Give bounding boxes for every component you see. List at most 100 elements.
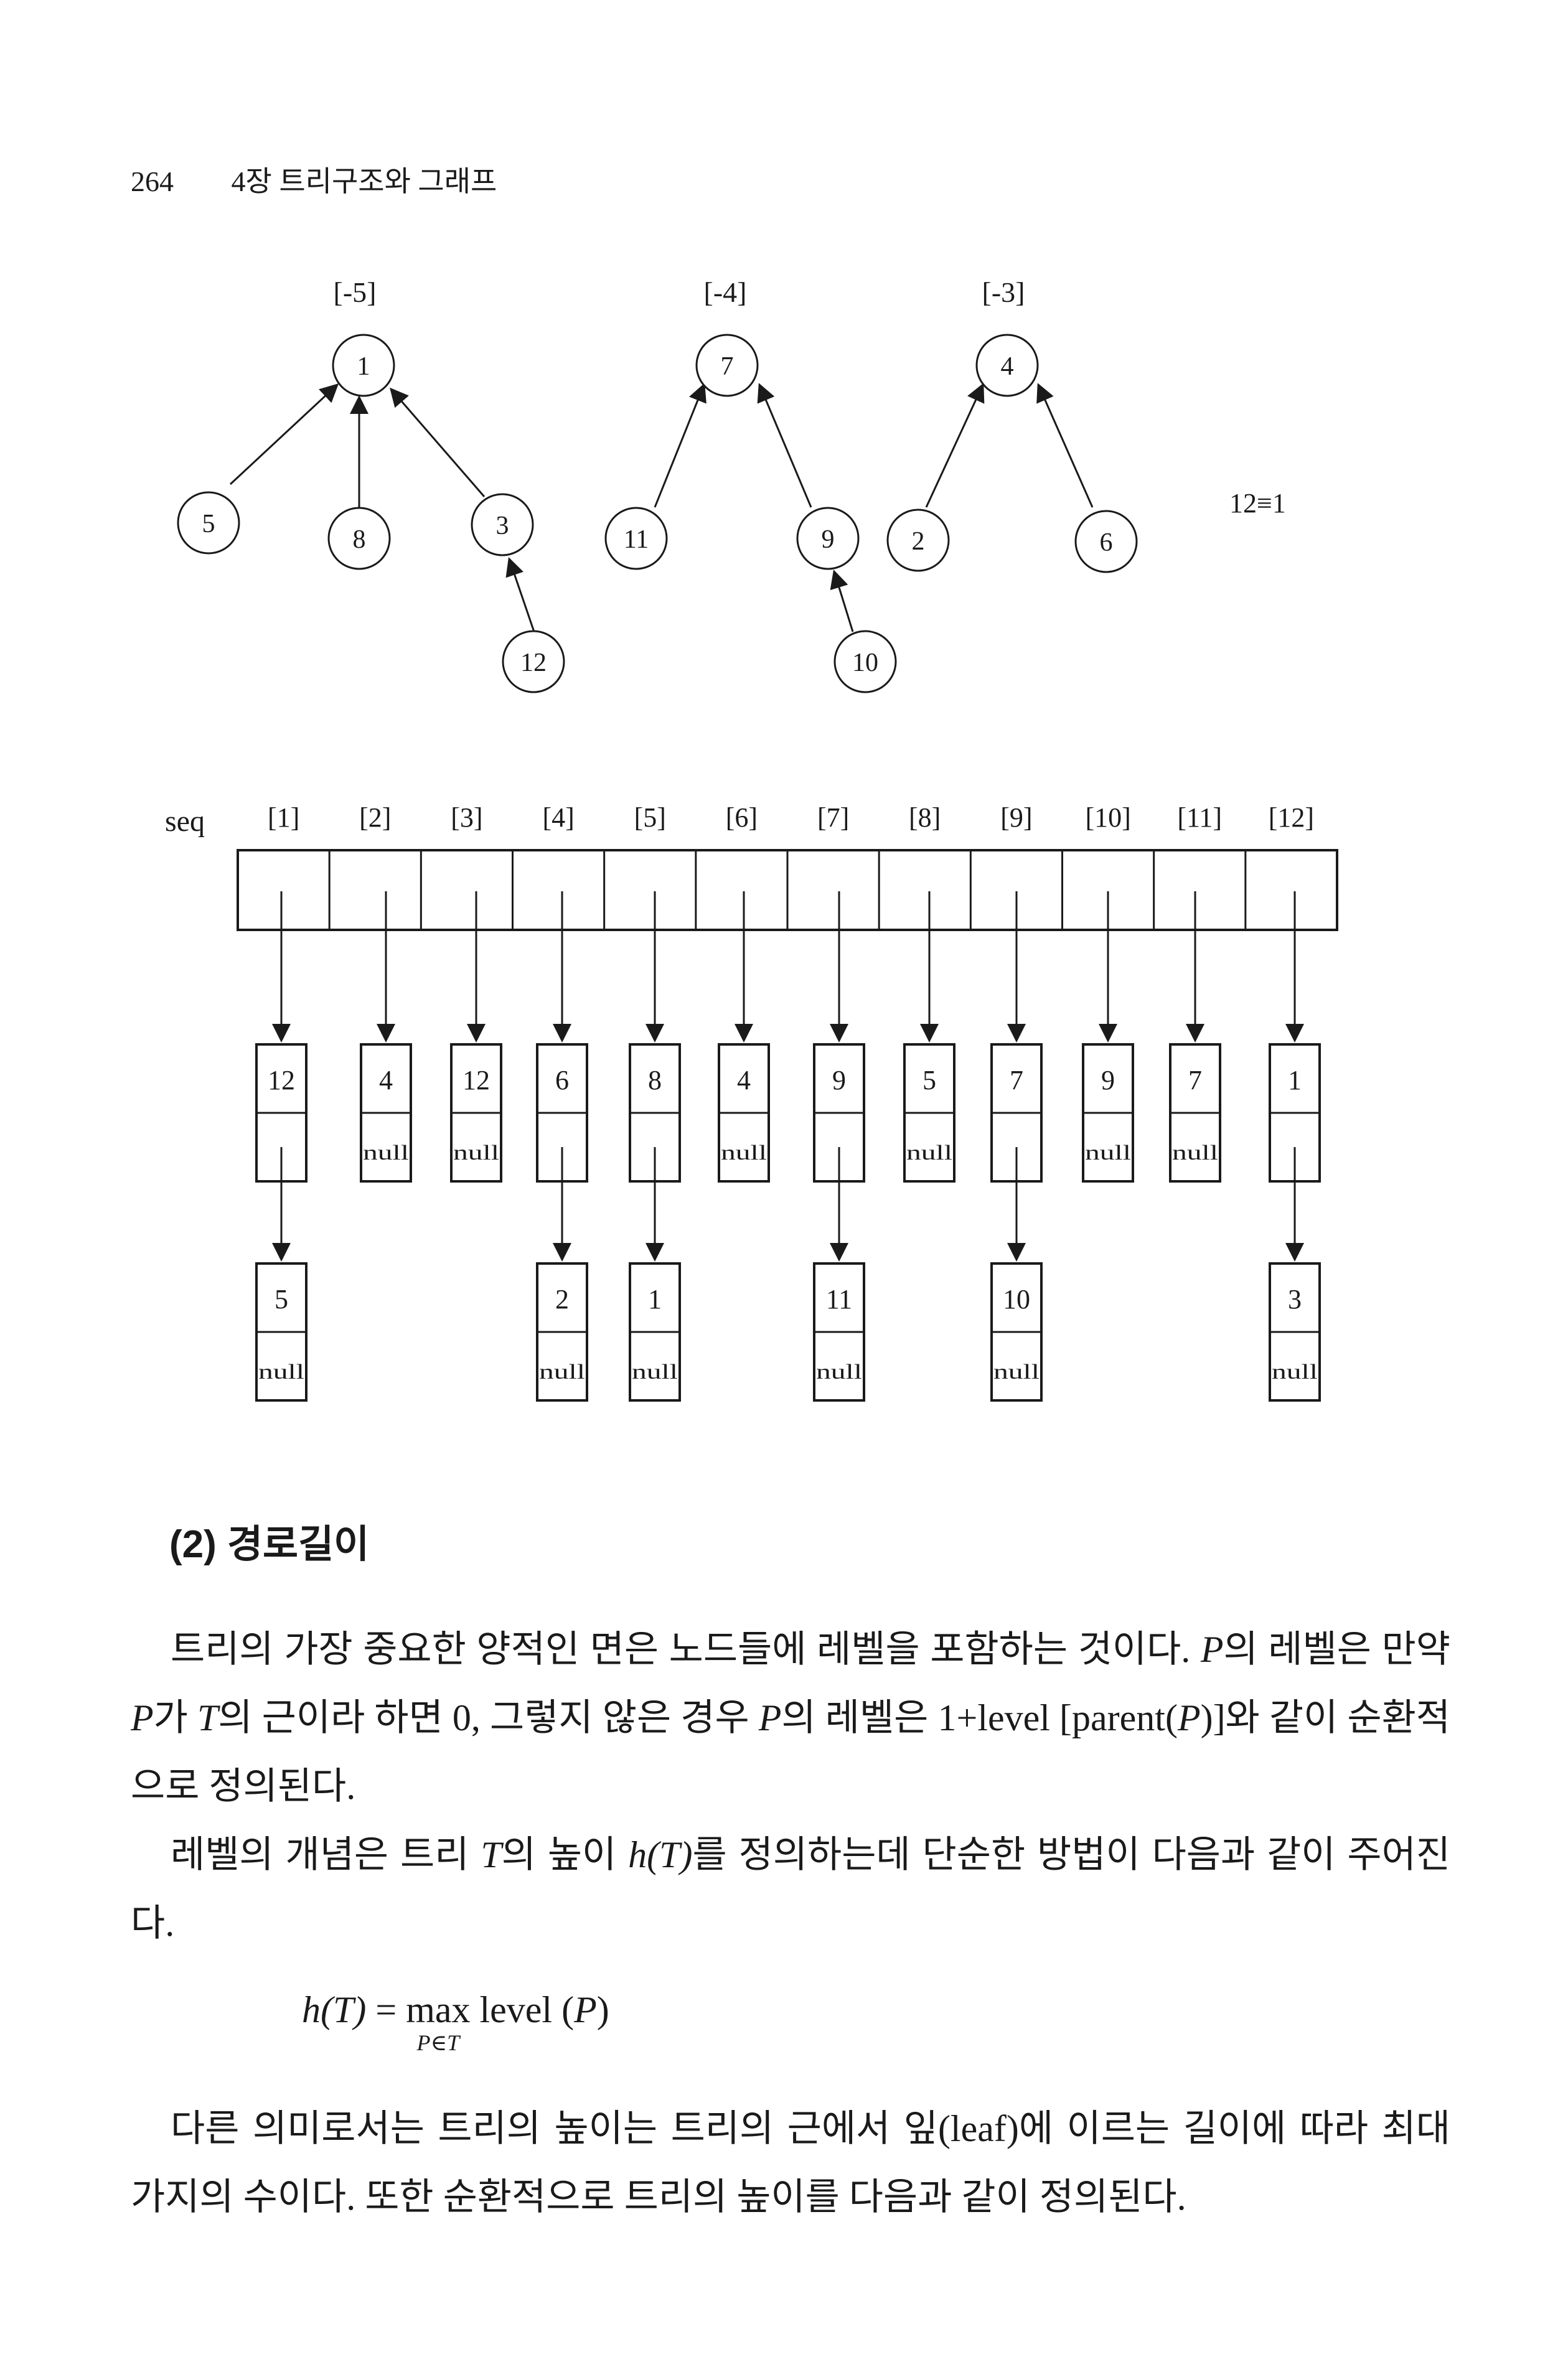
tree-label-1: [-5] — [334, 276, 377, 308]
node-label-11: 11 — [624, 525, 649, 554]
node-4 — [975, 334, 1039, 397]
node-label-9: 9 — [822, 525, 835, 554]
equivalence-note: 12≡1 — [1229, 488, 1286, 518]
second-node-value: 1 — [648, 1284, 662, 1315]
p1-var-e: P — [1177, 1697, 1201, 1738]
p1-var-b: P — [131, 1697, 154, 1738]
seq-label: seq — [165, 805, 205, 838]
node-label-5: 5 — [202, 510, 215, 538]
node-label-6: 6 — [1100, 528, 1113, 557]
node-5 — [177, 491, 240, 555]
second-node-value: 2 — [555, 1284, 569, 1315]
node-7 — [695, 334, 759, 397]
first-node-null: null — [363, 1141, 409, 1165]
seq-index: [11] — [1177, 802, 1222, 833]
edge-9-7 — [757, 383, 812, 508]
section-title: (2) 경로길이 — [169, 1523, 370, 1566]
seq-array — [237, 849, 1338, 931]
height-formula: h(T) = max P∈T level (P) — [302, 1989, 609, 2055]
node-label-1: 1 — [357, 352, 370, 381]
formula-rhs-a: level ( — [470, 1989, 575, 2030]
first-node-null: null — [453, 1141, 499, 1165]
p2-var-b: h(T) — [628, 1834, 693, 1875]
formula-under: P∈T — [416, 2030, 460, 2055]
linked-lists: 12 5 null 4 null 12 null 6 2 null 8 1 null 4 null 9 11 nu… — [255, 891, 1321, 1402]
edge-6-4 — [1036, 383, 1094, 508]
edge-2-4 — [925, 383, 985, 508]
node-label-7: 7 — [721, 352, 734, 381]
seq-indices: [1] [2] [3] [4] [5] [6] [7] [8] [9] [10] [11] [12] — [268, 802, 1314, 833]
first-node-value: 6 — [555, 1065, 569, 1095]
node-11 — [604, 507, 668, 570]
edge-3-1 — [390, 387, 486, 497]
p2-var-a: T — [481, 1834, 502, 1875]
node-6 — [1074, 510, 1138, 573]
formula-max-wrap: max P∈T — [406, 1989, 471, 2055]
node-3 — [471, 493, 534, 556]
p1-text-g: 의 근이라 하면 0, 그렇지 않은 경우 — [218, 1697, 759, 1738]
seq-index: [3] — [451, 802, 482, 833]
first-node-value: 12 — [268, 1065, 295, 1095]
formula-rhs-var: P — [574, 1989, 597, 2030]
tree-edges — [229, 383, 1094, 632]
formula-eq: = — [366, 1989, 406, 2030]
node-label-8: 8 — [353, 525, 366, 554]
p1-text-e: 가 — [153, 1697, 197, 1738]
p1-text-a: 트리의 가장 중요한 양적인 면은 노드들에 레벨을 포함하는 것이다. — [171, 1629, 1201, 1670]
seq-index: [1] — [268, 802, 299, 833]
node-8 — [327, 507, 391, 570]
paragraph-3: 다른 의미로서는 트리의 높이는 트리의 근에서 잎(leaf)에 이르는 길이… — [131, 2108, 1450, 2218]
first-node-null: null — [1085, 1141, 1131, 1165]
formula-rhs-c: ) — [596, 1989, 609, 2030]
second-node-null: null — [993, 1361, 1040, 1384]
second-node-null: null — [258, 1361, 304, 1384]
second-node-null: null — [1272, 1361, 1318, 1384]
tree-node-labels: 1 5 8 3 12 7 11 9 10 4 2 6 — [202, 352, 1113, 677]
formula-max: max — [406, 1989, 471, 2030]
edge-11-7 — [654, 383, 707, 508]
second-node-value: 10 — [1003, 1284, 1030, 1315]
second-node-null: null — [816, 1361, 862, 1384]
node-12 — [502, 630, 565, 693]
node-2 — [886, 509, 950, 572]
p1-text-i: 의 레벨은 1+level [parent( — [781, 1697, 1178, 1738]
first-node-value: 7 — [1010, 1065, 1023, 1095]
first-node-null: null — [1172, 1141, 1218, 1165]
running-header: 264 4장 트리구조와 그래프 — [131, 159, 497, 200]
second-node-value: 11 — [826, 1284, 852, 1315]
formula-lhs: h(T) — [302, 1989, 367, 2030]
tree-nodes — [177, 334, 1138, 693]
chapter-title: 4장 트리구조와 그래프 — [231, 166, 497, 197]
seq-index: [12] — [1269, 802, 1314, 833]
node-label-12: 12 — [520, 649, 547, 677]
first-node-value: 5 — [922, 1065, 936, 1095]
seq-index: [6] — [726, 802, 758, 833]
first-node-value: 9 — [1101, 1065, 1115, 1095]
p2-text-c: 의 높이 — [501, 1834, 629, 1875]
tree-figure: [-5] [-4] [-3] 1 5 8 3 12 7 11 9 — [165, 276, 1338, 1402]
tree-label-3: [-3] — [982, 276, 1025, 308]
tree-label-2: [-4] — [704, 276, 747, 308]
first-node-value: 4 — [379, 1065, 393, 1095]
p2-text-a: 레벨의 개념은 트리 — [171, 1834, 481, 1875]
node-label-10: 10 — [852, 649, 878, 677]
seq-index: [10] — [1085, 802, 1130, 833]
first-node-value: 9 — [832, 1065, 846, 1095]
paragraph-1: 트리의 가장 중요한 양적인 면은 노드들에 레벨을 포함하는 것이다. P의 … — [131, 1615, 1450, 1821]
edge-10-9 — [830, 570, 854, 632]
edge-12-3 — [505, 557, 535, 632]
first-node-null: null — [906, 1141, 952, 1165]
seq-index: [9] — [1000, 802, 1032, 833]
page-number: 264 — [131, 166, 174, 197]
second-node-null: null — [539, 1361, 585, 1384]
node-label-4: 4 — [1001, 352, 1014, 381]
first-node-value: 8 — [648, 1065, 662, 1095]
node-1 — [332, 334, 395, 397]
seq-index: [7] — [817, 802, 849, 833]
paragraph-2: 레벨의 개념은 트리 T의 높이 h(T)를 정의하는데 단순한 방법이 다음과… — [131, 1821, 1450, 1957]
first-node-null: null — [721, 1141, 767, 1165]
p1-text-c: 의 레벨은 만약 — [1223, 1629, 1451, 1670]
p1-var-a: P — [1200, 1629, 1224, 1670]
first-node-value: 1 — [1288, 1065, 1302, 1095]
p1-var-d: P — [758, 1697, 782, 1738]
